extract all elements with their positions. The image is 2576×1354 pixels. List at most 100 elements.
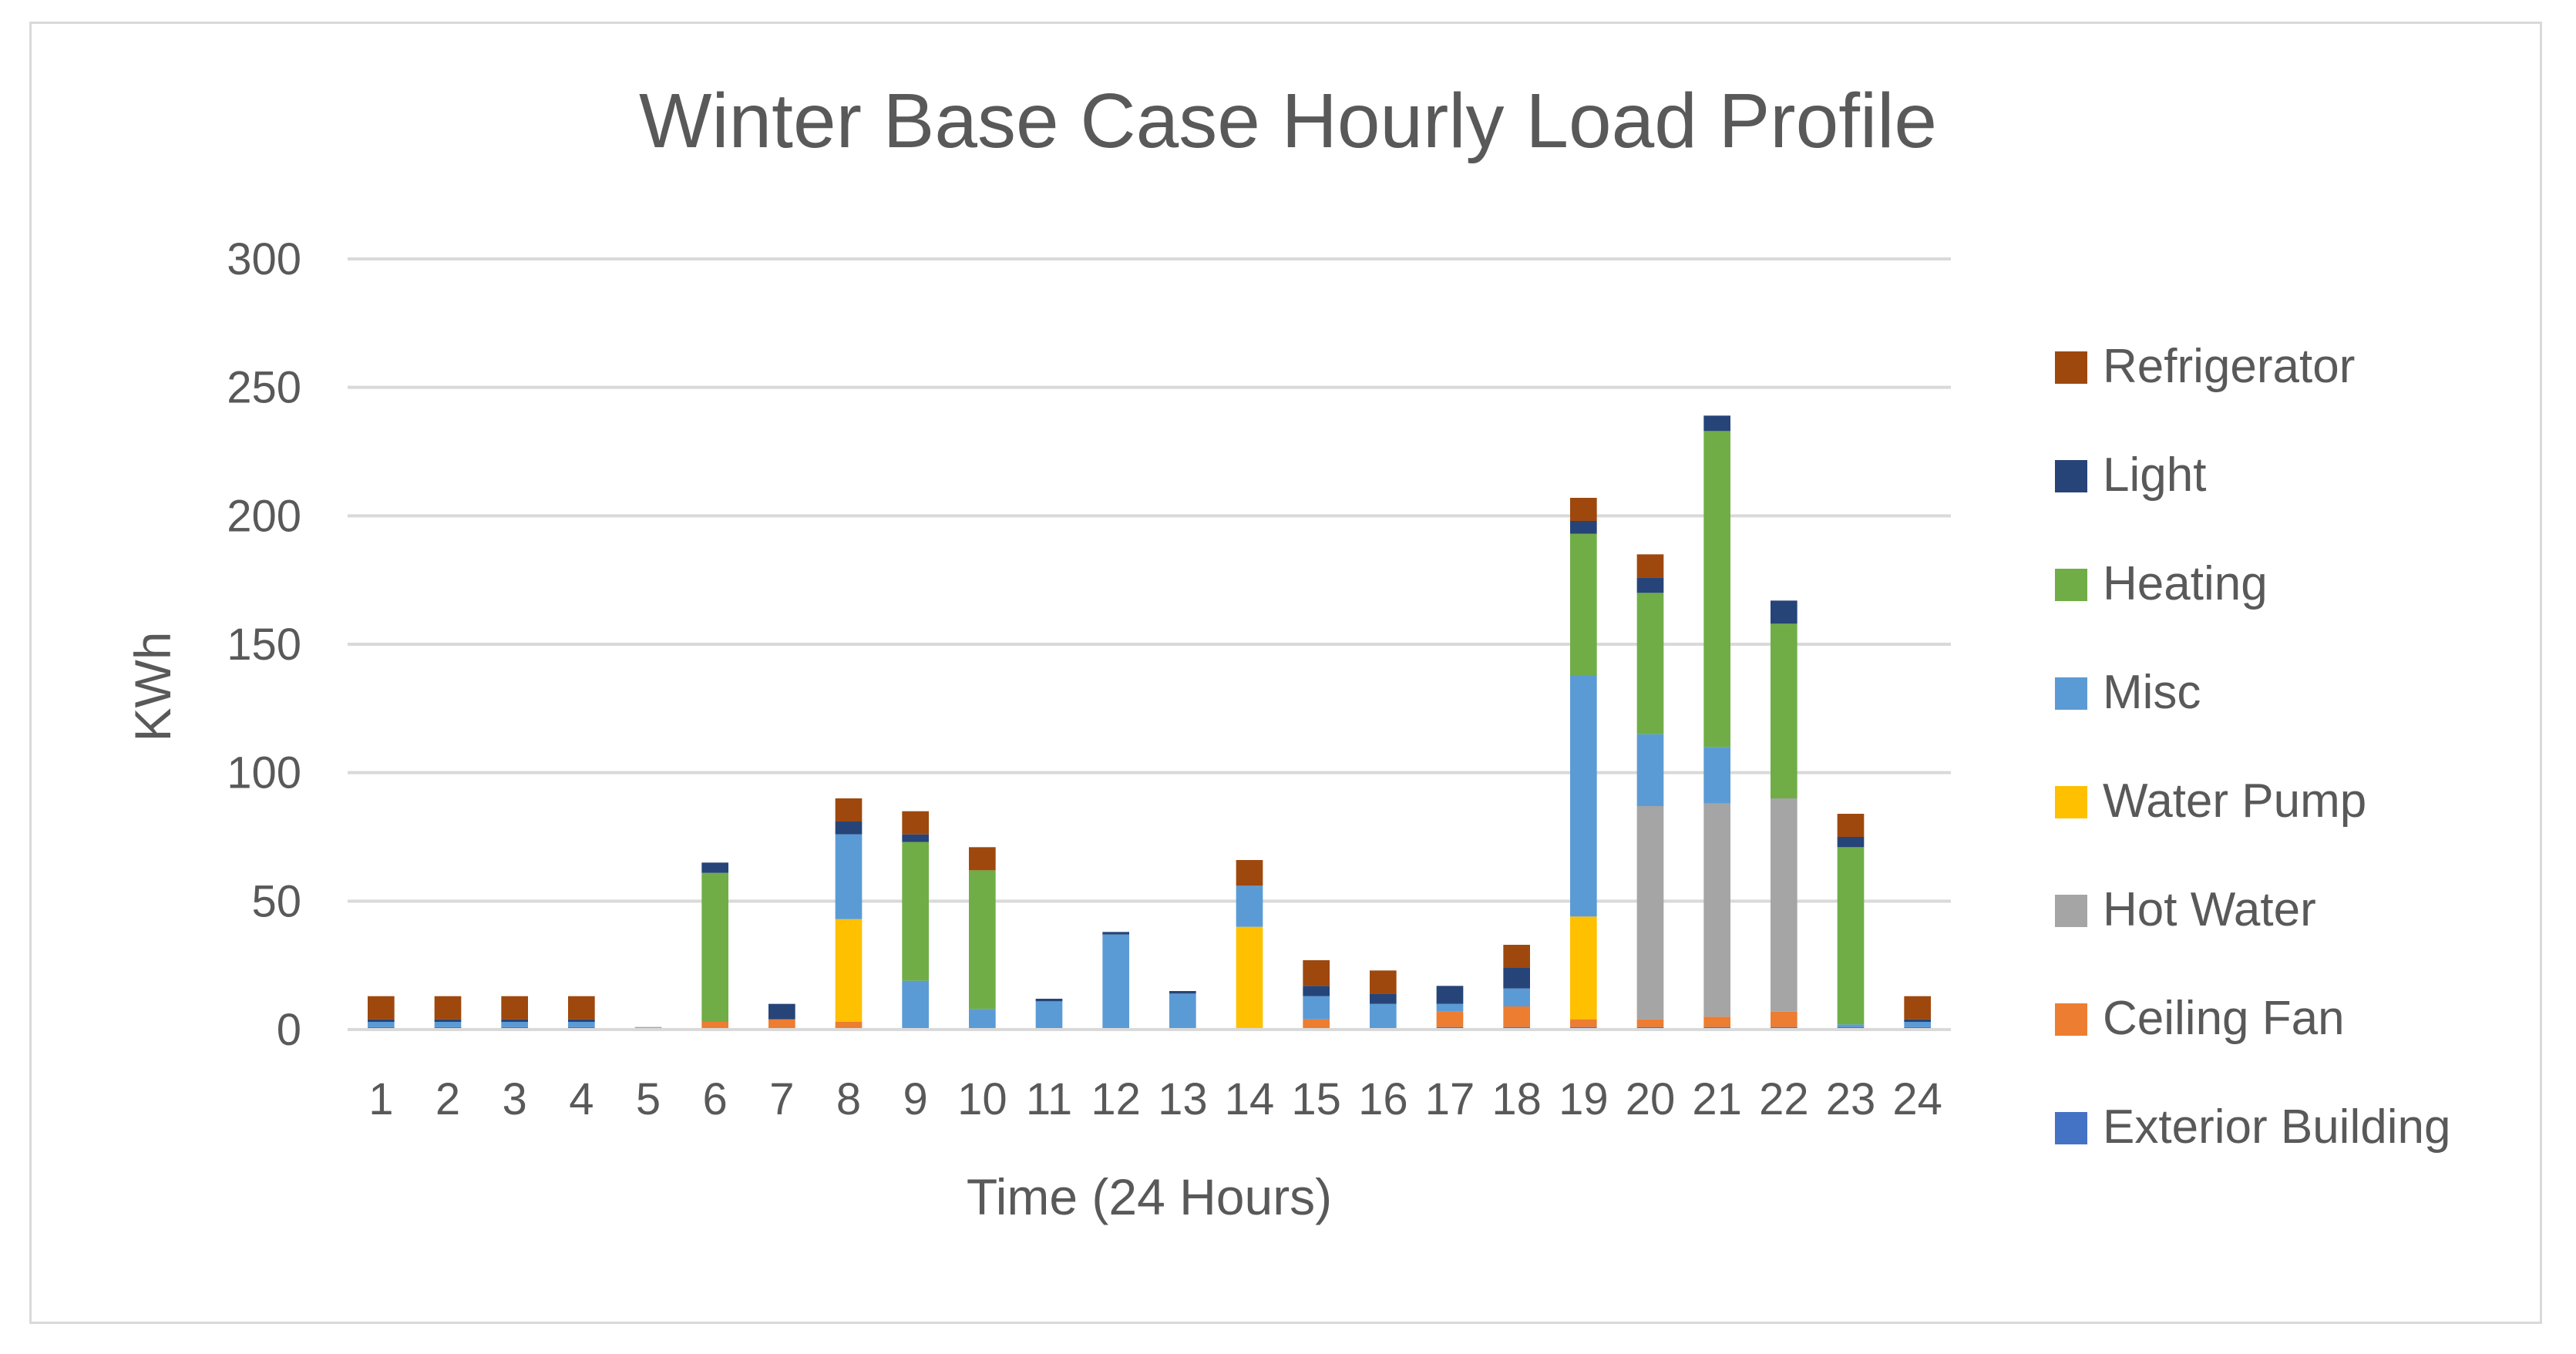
bar-segment-misc-12 [1102,934,1129,1030]
legend-swatch-hot-water [2055,895,2087,927]
bar-segment-refrigerator-2 [434,996,462,1020]
bar-segment-light-2 [434,1019,462,1022]
y-tick-label: 300 [227,234,301,284]
bar-segment-light-7 [768,1003,795,1020]
legend-swatch-exterior-building [2055,1112,2087,1144]
bar-segment-ceiling-fan-18 [1503,1006,1530,1027]
bar-segment-misc-4 [568,1022,595,1027]
x-tick-label: 13 [1158,1074,1208,1124]
bar-segment-light-19 [1570,521,1597,534]
legend-label-light: Light [2103,449,2206,502]
x-tick-label: 1 [368,1074,393,1124]
bar-segment-heating-22 [1771,623,1797,798]
bar-segment-refrigerator-24 [1904,996,1931,1020]
legend-label-misc: Misc [2103,666,2201,719]
x-tick-label: 23 [1826,1074,1876,1124]
x-tick-label: 4 [569,1074,594,1124]
bar-segment-ceiling-fan-21 [1703,1016,1730,1027]
bar-segment-light-8 [835,821,863,835]
bar-segment-misc-2 [434,1022,462,1027]
y-tick-label: 250 [227,363,301,413]
x-tick-label: 3 [503,1074,527,1124]
bar-segment-refrigerator-16 [1370,970,1397,994]
bar-segment-light-4 [568,1019,595,1022]
bar-segment-refrigerator-9 [902,811,929,835]
x-axis-ticks: 1 2 3 4 5 6 7 8 9 10 11 12 13 14 15 16 17 18 19 20 21 22 23 24 [368,1074,1942,1124]
bar-segment-light-11 [1035,999,1063,1002]
x-tick-label: 16 [1358,1074,1408,1124]
legend-label-exterior-building: Exterior Building [2103,1100,2450,1154]
x-tick-label: 5 [636,1074,661,1124]
legend-swatch-light [2055,460,2087,492]
bar-segment-heating-9 [902,842,929,981]
bar-segment-light-17 [1436,986,1464,1004]
bar-segment-heating-19 [1570,533,1597,675]
bar-segment-refrigerator-15 [1303,960,1330,986]
x-tick-label: 10 [957,1074,1007,1124]
bar-segment-light-6 [701,862,728,873]
bar-segment-misc-18 [1503,988,1530,1006]
x-tick-label: 18 [1491,1074,1542,1124]
bar-segment-refrigerator-18 [1503,945,1530,968]
bars [368,415,1931,1030]
x-tick-label: 12 [1091,1074,1141,1124]
bar-segment-light-3 [501,1019,528,1022]
bar-segment-misc-14 [1236,885,1263,927]
x-tick-label: 15 [1291,1074,1341,1124]
legend-label-heating: Heating [2103,557,2268,610]
x-tick-label: 14 [1225,1074,1275,1124]
bar-segment-refrigerator-4 [568,996,595,1020]
x-tick-label: 17 [1425,1074,1475,1124]
x-tick-label: 8 [836,1074,861,1124]
bar-segment-heating-23 [1837,847,1865,1025]
bar-segment-misc-9 [902,980,929,1030]
bar-segment-misc-19 [1570,675,1597,917]
legend-label-hot-water: Hot Water [2103,883,2316,936]
bar-segment-misc-21 [1703,747,1730,804]
y-axis-ticks: 0 50 100 150 200 250 300 [227,234,301,1055]
y-tick-label: 0 [277,1005,301,1055]
x-tick-label: 11 [1026,1074,1072,1124]
gridlines [348,257,1951,903]
bar-segment-ceiling-fan-22 [1771,1011,1797,1027]
bar-segment-heating-21 [1703,431,1730,748]
bar-segment-refrigerator-10 [969,847,996,871]
bar-segment-light-12 [1102,932,1129,935]
bar-segment-misc-17 [1436,1003,1464,1012]
legend-label-ceiling-fan: Ceiling Fan [2103,992,2345,1045]
bar-segment-light-21 [1703,415,1730,432]
x-tick-label: 21 [1692,1074,1742,1124]
bar-segment-misc-23 [1837,1024,1865,1027]
y-axis-title: KWh [124,631,181,741]
bar-segment-misc-24 [1904,1022,1931,1027]
bar-segment-light-20 [1636,577,1664,593]
bar-segment-light-16 [1370,993,1397,1004]
bar-segment-light-13 [1169,991,1196,994]
legend-label-refrigerator: Refrigerator [2103,340,2355,393]
bar-segment-ceiling-fan-17 [1436,1011,1464,1027]
bar-segment-heating-10 [969,870,996,1010]
bar-segment-refrigerator-3 [501,996,528,1020]
bar-segment-hot-water-22 [1771,798,1797,1012]
bar-segment-ceiling-fan-20 [1636,1019,1664,1027]
chart-svg: Winter Base Case Hourly Load Profile 050… [124,78,2450,1225]
bar-segment-light-1 [368,1019,395,1022]
bar-segment-misc-11 [1035,1001,1063,1030]
bar-segment-ceiling-fan-19 [1570,1019,1597,1027]
x-tick-label: 22 [1759,1074,1809,1124]
bar-segment-light-15 [1303,986,1330,996]
bar-segment-refrigerator-8 [835,798,863,821]
bar-segment-light-18 [1503,968,1530,989]
bar-segment-water-pump-14 [1236,926,1263,1030]
bar-segment-heating-6 [701,872,728,1022]
chart-frame: Winter Base Case Hourly Load Profile 0 50… [29,22,2542,1324]
bar-segment-refrigerator-14 [1236,860,1263,886]
legend-swatch-ceiling-fan [2055,1003,2087,1036]
x-tick-label: 24 [1892,1074,1942,1124]
x-tick-label: 19 [1559,1074,1609,1124]
x-tick-label: 2 [435,1074,460,1124]
bar-segment-heating-20 [1636,593,1664,734]
legend-swatch-refrigerator [2055,351,2087,384]
legend-swatch-water-pump [2055,786,2087,818]
bar-segment-misc-8 [835,834,863,919]
